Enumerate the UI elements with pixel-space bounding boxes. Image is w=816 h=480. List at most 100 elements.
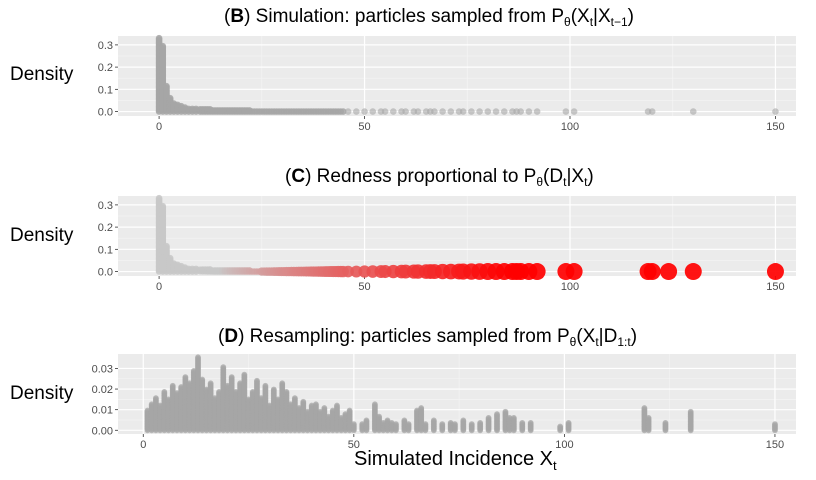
data-point bbox=[155, 34, 163, 42]
y-tick-label: 0.0 bbox=[98, 107, 113, 119]
data-point bbox=[645, 415, 652, 421]
data-point bbox=[533, 108, 541, 115]
data-point bbox=[451, 421, 458, 428]
title-text: ) Simulation: particles sampled from P bbox=[244, 6, 565, 27]
data-point bbox=[169, 382, 176, 389]
data-point bbox=[519, 419, 526, 426]
data-point bbox=[430, 417, 437, 424]
y-axis-label-b: Density bbox=[10, 64, 74, 85]
data-point bbox=[447, 108, 455, 115]
data-point bbox=[401, 417, 408, 424]
data-point bbox=[371, 401, 378, 408]
y-tick-label: 0.02 bbox=[92, 384, 113, 396]
title-sub: t bbox=[589, 15, 594, 29]
data-point bbox=[418, 405, 425, 411]
data-point bbox=[283, 389, 290, 395]
data-point bbox=[502, 408, 509, 415]
data-point bbox=[648, 108, 656, 115]
data-point bbox=[159, 42, 167, 50]
y-tick-label: 0.2 bbox=[98, 62, 113, 74]
title-theta: θ bbox=[569, 335, 577, 349]
title-close-paren: ) bbox=[630, 326, 638, 347]
data-point bbox=[166, 254, 174, 262]
data-point bbox=[525, 108, 533, 115]
data-point bbox=[477, 419, 484, 426]
plot-background bbox=[118, 196, 796, 276]
data-point bbox=[339, 108, 347, 115]
data-point bbox=[510, 415, 517, 421]
data-point bbox=[369, 108, 377, 115]
data-point bbox=[662, 419, 669, 426]
x-axis-label-text: Simulated Incidence X bbox=[354, 448, 554, 470]
data-point bbox=[321, 405, 328, 411]
data-point bbox=[182, 374, 189, 380]
title-close-paren: ) bbox=[627, 6, 634, 27]
data-point bbox=[494, 411, 500, 418]
title-open-paren: ( bbox=[218, 326, 225, 347]
data-point bbox=[485, 415, 492, 421]
y-tick-label: 0.1 bbox=[98, 84, 113, 96]
title-sub: t bbox=[584, 175, 588, 189]
data-point bbox=[361, 108, 368, 115]
data-point bbox=[161, 389, 168, 395]
title-close-paren: ) bbox=[587, 166, 594, 187]
data-point bbox=[163, 242, 170, 250]
data-point bbox=[393, 421, 399, 428]
y-tick-label: 0.2 bbox=[98, 222, 113, 234]
data-point bbox=[262, 382, 269, 389]
title-open-paren: ( bbox=[224, 6, 231, 27]
x-axis-label-sub: t bbox=[553, 458, 557, 473]
panel-d: 0 50 100 150 0.00 0.01 0.02 0.03 bbox=[92, 354, 796, 451]
x-axis-label: Simulated Incidence Xt bbox=[354, 448, 557, 473]
data-point bbox=[159, 202, 167, 210]
data-point bbox=[562, 108, 570, 115]
data-point bbox=[384, 417, 391, 424]
data-point bbox=[565, 263, 583, 281]
data-point bbox=[689, 108, 697, 115]
data-point bbox=[405, 421, 412, 428]
y-tick-label: 0.3 bbox=[98, 200, 113, 212]
data-point bbox=[772, 421, 778, 428]
title-var: (X bbox=[576, 326, 596, 347]
panel-title-d: (D) Resampling: particles sampled from P… bbox=[218, 326, 637, 348]
x-tick-label: 50 bbox=[348, 439, 360, 451]
panel-c: 0 50 100 150 0.0 0.1 0.2 0.3 bbox=[98, 194, 796, 293]
data-point bbox=[557, 423, 564, 430]
data-point bbox=[346, 407, 353, 414]
data-point bbox=[439, 421, 446, 428]
data-point bbox=[527, 419, 534, 426]
data-point bbox=[313, 401, 319, 408]
data-point bbox=[228, 374, 235, 380]
data-point bbox=[528, 263, 546, 281]
data-point bbox=[460, 417, 467, 424]
data-point bbox=[772, 108, 779, 115]
x-tick-label: 150 bbox=[766, 439, 784, 451]
data-point bbox=[439, 108, 446, 115]
data-point bbox=[270, 386, 277, 393]
x-tick-label: 100 bbox=[561, 281, 579, 293]
x-tick-label: 50 bbox=[358, 121, 370, 133]
data-point bbox=[207, 380, 214, 387]
data-point bbox=[641, 405, 648, 411]
data-point bbox=[643, 263, 661, 281]
data-point bbox=[476, 108, 483, 115]
x-tick-label: 50 bbox=[358, 281, 370, 293]
data-point bbox=[363, 417, 370, 424]
data-point bbox=[684, 263, 702, 281]
data-point bbox=[163, 82, 170, 90]
data-point bbox=[500, 108, 508, 115]
data-point bbox=[390, 108, 397, 115]
title-sub: t bbox=[595, 335, 599, 349]
x-tick-label: 150 bbox=[766, 121, 784, 133]
data-point bbox=[153, 395, 159, 402]
title-sub: t−1 bbox=[610, 15, 628, 29]
panel-letter: B bbox=[230, 6, 245, 27]
data-point bbox=[353, 108, 360, 115]
data-point bbox=[468, 421, 475, 428]
y-tick-label: 0.3 bbox=[98, 40, 113, 52]
data-point bbox=[254, 377, 260, 384]
title-open-paren: ( bbox=[285, 166, 292, 187]
title-sub: 1:t bbox=[617, 335, 631, 349]
data-point bbox=[431, 108, 438, 115]
